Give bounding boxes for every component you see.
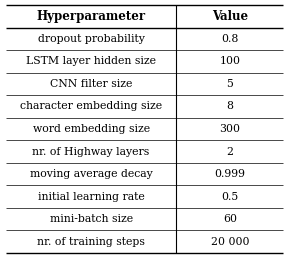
Text: 100: 100: [219, 57, 240, 67]
Text: 60: 60: [223, 214, 237, 224]
Text: initial learning rate: initial learning rate: [38, 191, 144, 201]
Text: 0.8: 0.8: [221, 34, 238, 44]
Text: Hyperparameter: Hyperparameter: [36, 10, 146, 23]
Text: 5: 5: [226, 79, 233, 89]
Text: 8: 8: [226, 101, 233, 111]
Text: LSTM layer hidden size: LSTM layer hidden size: [26, 57, 156, 67]
Text: Value: Value: [212, 10, 248, 23]
Text: word embedding size: word embedding size: [33, 124, 150, 134]
Text: nr. of Highway layers: nr. of Highway layers: [32, 147, 150, 157]
Text: 2: 2: [226, 147, 233, 157]
Text: 0.999: 0.999: [214, 169, 245, 179]
Text: mini-batch size: mini-batch size: [49, 214, 133, 224]
Text: moving average decay: moving average decay: [30, 169, 153, 179]
Text: dropout probability: dropout probability: [38, 34, 144, 44]
Text: CNN filter size: CNN filter size: [50, 79, 132, 89]
Text: 0.5: 0.5: [221, 191, 238, 201]
Text: nr. of training steps: nr. of training steps: [37, 237, 145, 247]
Text: character embedding size: character embedding size: [20, 101, 162, 111]
Text: 300: 300: [219, 124, 240, 134]
Text: 20 000: 20 000: [211, 237, 249, 247]
